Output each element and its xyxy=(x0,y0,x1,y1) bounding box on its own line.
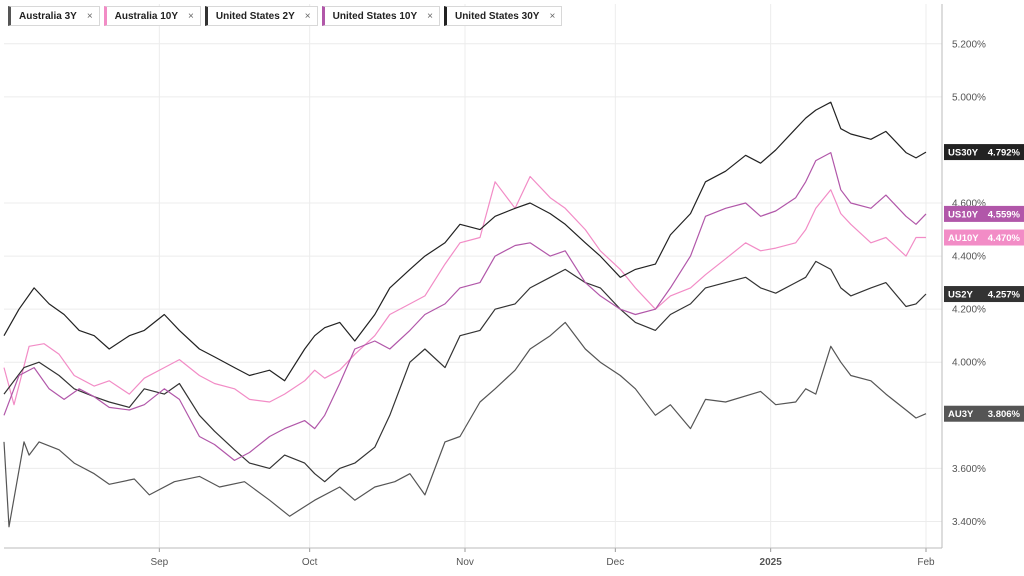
y-tick-label: 4.600% xyxy=(952,199,986,210)
legend-chip-1[interactable]: Australia 10Y × xyxy=(103,6,201,26)
badge-value: 4.470% xyxy=(988,233,1021,244)
series-line-au10y xyxy=(3,175,926,406)
badge-bg xyxy=(944,405,1024,422)
legend-chip-label: Australia 3Y xyxy=(19,10,77,22)
legend-chip-label: United States 2Y xyxy=(215,10,295,22)
badge-value: 4.257% xyxy=(988,290,1021,301)
legend-chip-0[interactable]: Australia 3Y × xyxy=(8,6,100,26)
axes: 3.400% 3.600% 4.000% 4.200% 4.400% 4.600% 5.00… xyxy=(4,4,986,568)
badge-name: US30Y xyxy=(948,148,979,159)
badge-name: AU10Y xyxy=(948,233,979,244)
y-tick-label: 4.000% xyxy=(952,358,986,369)
badge-bg xyxy=(944,144,1024,161)
badge-name: US10Y xyxy=(948,209,979,220)
legend-chip-label: United States 30Y xyxy=(454,10,540,22)
x-tick-label: Nov xyxy=(456,557,474,568)
badge-value: 4.559% xyxy=(988,209,1021,220)
badge-bg xyxy=(944,205,1024,222)
legend-chip-3[interactable]: United States 10Y × xyxy=(321,6,440,26)
x-tick-label: 2025 xyxy=(760,557,783,568)
legend-chip-label: Australia 10Y xyxy=(114,10,179,22)
close-icon[interactable]: × xyxy=(86,10,93,22)
y-tick-label: 3.600% xyxy=(952,464,986,475)
badge-au10y: AU10Y 4.470% xyxy=(944,229,1024,246)
y-tick-label: 4.400% xyxy=(952,252,986,263)
y-tick-label: 5.000% xyxy=(952,92,986,103)
close-icon[interactable]: × xyxy=(304,10,311,22)
series-line-us10y xyxy=(3,152,927,461)
legend-chip-4[interactable]: United States 30Y × xyxy=(443,6,563,26)
x-tick-label: Feb xyxy=(917,557,935,568)
badge-us10y: US10Y 4.559% xyxy=(944,205,1024,222)
grid xyxy=(4,4,942,548)
badge-bg xyxy=(944,229,1024,246)
legend-chip-label: United States 10Y xyxy=(332,10,418,22)
y-tick-label: 3.400% xyxy=(952,517,986,528)
close-icon[interactable]: × xyxy=(549,10,556,22)
series-line-au3y xyxy=(3,321,927,528)
legend-chip-2[interactable]: United States 2Y × xyxy=(204,6,318,26)
badge-name: AU3Y xyxy=(948,409,974,420)
x-tick-label: Oct xyxy=(302,557,318,568)
series-line-us30y xyxy=(3,101,927,382)
x-tick-label: Dec xyxy=(606,557,624,568)
last-value-badges: AU3Y 3.806% AU10Y 4.470% US2Y 4.257% US10Y 4.55… xyxy=(944,144,1024,422)
y-tick-label: 5.200% xyxy=(952,39,986,50)
y-tick-label: 4.200% xyxy=(952,305,986,316)
badge-name: US2Y xyxy=(948,290,973,301)
series-line-us2y xyxy=(3,260,927,483)
badge-au3y: AU3Y 3.806% xyxy=(944,405,1024,422)
badge-bg xyxy=(944,286,1024,303)
legend: Australia 3Y × Australia 10Y × United States… xyxy=(8,6,563,26)
close-icon[interactable]: × xyxy=(427,10,433,22)
series-lines xyxy=(3,101,927,528)
badge-us30y: US30Y 4.792% xyxy=(944,144,1024,161)
badge-value: 3.806% xyxy=(988,409,1021,420)
close-icon[interactable]: × xyxy=(188,10,194,22)
badge-us2y: US2Y 4.257% xyxy=(944,286,1024,303)
badge-value: 4.792% xyxy=(988,148,1021,159)
x-tick-label: Sep xyxy=(150,557,168,568)
